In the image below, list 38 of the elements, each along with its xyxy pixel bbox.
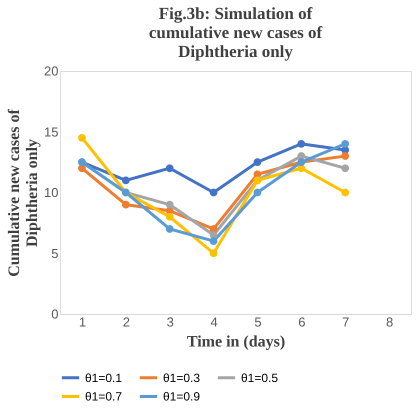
point — [341, 188, 350, 196]
x-tick-label: 3 — [166, 314, 174, 330]
x-axis-title: Time in (days) — [186, 334, 286, 350]
legend-label: θ1=0.7 — [85, 390, 122, 404]
x-tick-label: 7 — [342, 314, 350, 330]
point — [166, 225, 174, 233]
point — [254, 158, 262, 166]
point — [297, 140, 306, 148]
x-tick-label: 5 — [254, 314, 262, 330]
point — [210, 237, 218, 245]
x-tick-label: 6 — [298, 314, 306, 330]
x-tick-label: 4 — [210, 314, 218, 330]
point — [254, 188, 262, 196]
y-axis-title: Cumulative new cases of Diphtheria only — [6, 108, 42, 277]
point — [341, 152, 350, 160]
chart-title: Fig.3b: Simulation of cumulative new cases of Diphtheria only — [148, 4, 322, 61]
y-tick-label: 0 — [51, 306, 58, 322]
point — [210, 249, 218, 258]
point — [166, 212, 174, 221]
legend-label: θ1=0.3 — [163, 370, 200, 385]
point — [341, 140, 350, 148]
point — [122, 200, 130, 209]
x-tick-label: 1 — [78, 314, 86, 330]
point — [122, 176, 130, 184]
legend-label: θ1=0.1 — [85, 370, 122, 385]
point — [166, 200, 174, 209]
y-tick-label: 20 — [44, 64, 58, 78]
point — [166, 164, 174, 172]
y-tick-label: 15 — [44, 124, 58, 140]
legend-label: θ1=0.5 — [241, 370, 278, 385]
legend-label: θ1=0.9 — [163, 390, 200, 404]
y-tick-label: 5 — [51, 246, 58, 261]
x-tick-label: 2 — [122, 314, 130, 330]
x-tick-label: 8 — [386, 314, 394, 330]
point — [341, 164, 350, 172]
y-tick-label: 10 — [44, 185, 58, 200]
point — [78, 134, 86, 142]
point — [210, 188, 218, 196]
